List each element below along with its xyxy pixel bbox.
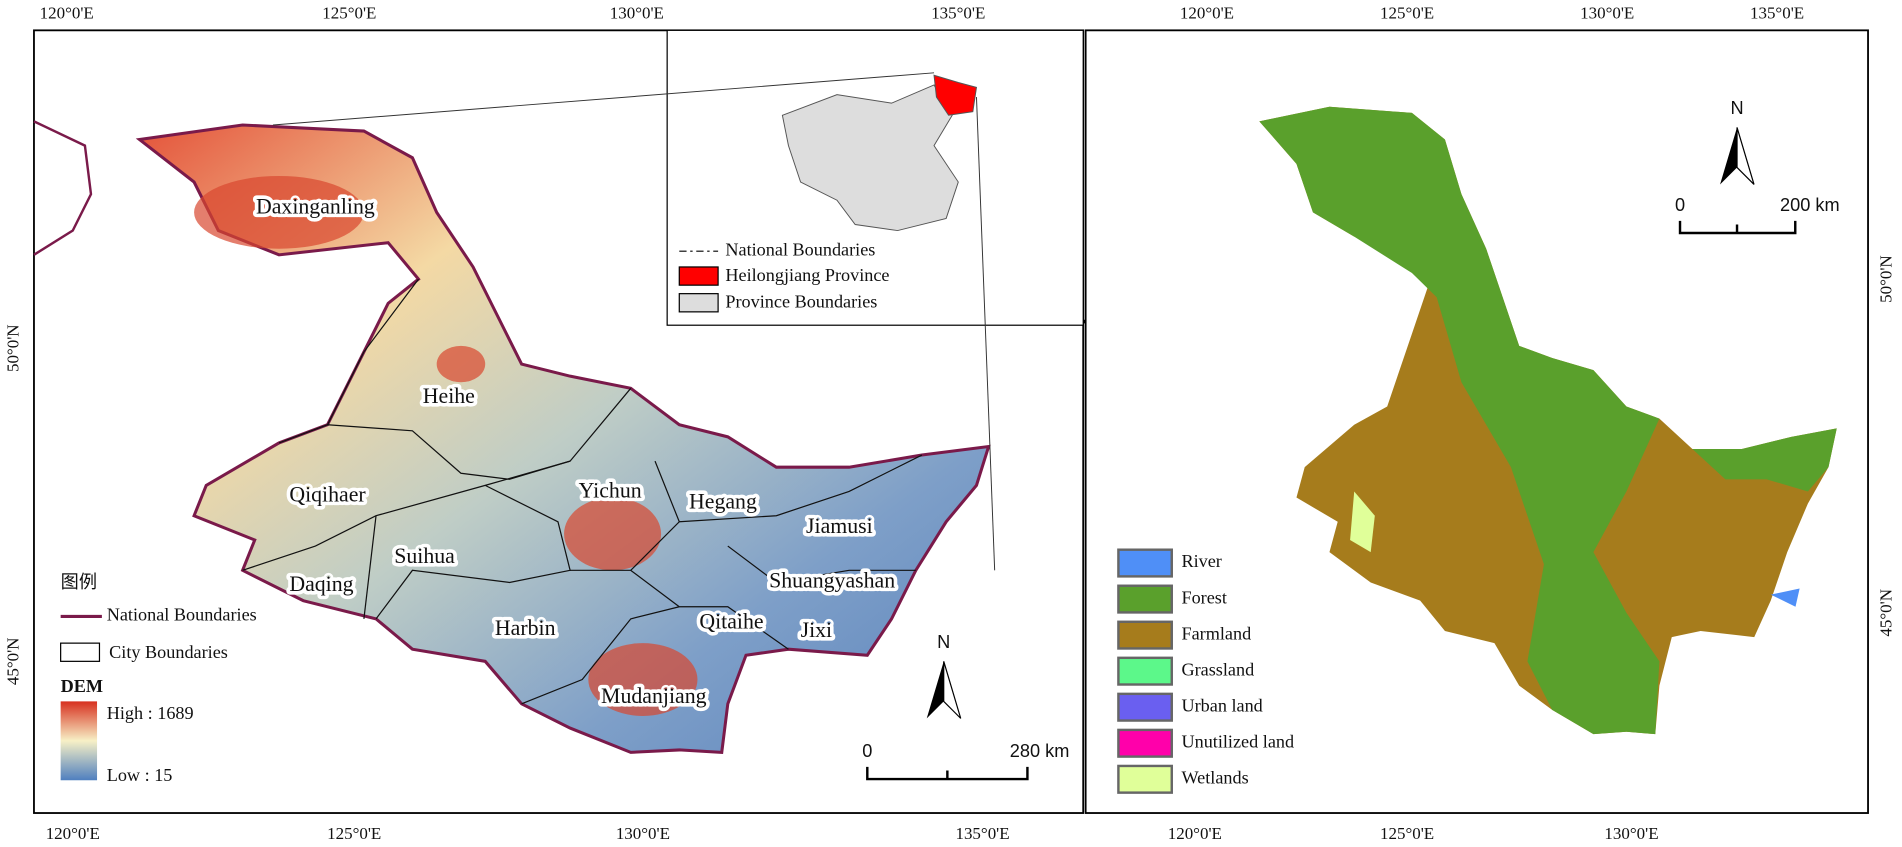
- lon-tick-label: 130°0'E: [1580, 3, 1634, 22]
- city-label: Jixi: [801, 618, 833, 642]
- legend-province-swatch: [678, 266, 719, 286]
- city-label: Jiamusi: [806, 514, 873, 538]
- lat-tick-label: 50°0'N: [1876, 255, 1895, 303]
- legend-label: Unutilized land: [1181, 731, 1294, 751]
- legend-label: Grassland: [1181, 659, 1254, 679]
- right-panel: River Forest Farmland Grassland Urban land Un…: [1084, 3, 1895, 843]
- north-label: N: [1730, 98, 1743, 118]
- city-label: Harbin: [495, 616, 556, 640]
- city-label: Shuangyashan: [769, 568, 895, 592]
- lon-tick-label: 130°0'E: [610, 3, 664, 22]
- river-area: [1770, 588, 1800, 607]
- legend-label: Urban land: [1181, 695, 1262, 715]
- lat-tick-label: 45°0'N: [3, 638, 22, 686]
- china-inset: [781, 84, 959, 232]
- left-panel: National Boundaries Heilongjiang Provinc…: [3, 3, 1092, 843]
- heilongjiang-inset: [933, 74, 978, 116]
- legend-label: River: [1181, 551, 1221, 571]
- neighbour-border: [33, 120, 93, 256]
- lon-tick-label: 125°0'E: [327, 824, 381, 843]
- legend-swatch: [1117, 584, 1173, 614]
- north-arrow: [1736, 127, 1755, 185]
- city-label: Qiqihaer: [289, 482, 366, 506]
- dem-low-label: Low : 15: [107, 765, 173, 785]
- scale-bar: [1678, 220, 1797, 235]
- inset-legend-label: Heilongjiang Province: [725, 265, 889, 285]
- legend-label: City Boundaries: [109, 642, 228, 662]
- scale-label: 0: [862, 741, 872, 761]
- legend-label: Farmland: [1181, 623, 1251, 643]
- legend-swatch: [1117, 656, 1173, 686]
- city-label: Daqing: [289, 572, 353, 596]
- scale-label: 200 km: [1780, 195, 1840, 215]
- lon-tick-label: 120°0'E: [1168, 824, 1222, 843]
- landuse-legend: River Forest Farmland Grassland Urban land Un…: [1117, 548, 1294, 794]
- lon-tick-label: 125°0'E: [1380, 824, 1434, 843]
- city-label: Heihe: [423, 384, 475, 408]
- city-label: Qitaihe: [699, 610, 763, 634]
- scale-label: 0: [1675, 195, 1685, 215]
- inset-legend-label: National Boundaries: [725, 239, 875, 259]
- legend-swatch: [1117, 692, 1173, 722]
- north-arrow: [1720, 127, 1738, 185]
- dem-highlands: [194, 175, 698, 716]
- landuse-map: [1259, 106, 1837, 735]
- legend-swatch: [1117, 764, 1173, 794]
- north-arrow: [926, 661, 944, 719]
- inset-legend-label: Province Boundaries: [725, 292, 877, 312]
- scale-label: 280 km: [1010, 741, 1070, 761]
- city-label: Hegang: [689, 490, 757, 514]
- dem-colorbar: [60, 701, 98, 781]
- north-arrow: [943, 661, 962, 719]
- forest-area: [1259, 106, 1660, 735]
- lat-tick-label: 50°0'N: [3, 324, 22, 372]
- lon-tick-label: 125°0'E: [322, 3, 376, 22]
- lon-tick-label: 135°0'E: [1750, 3, 1804, 22]
- legend-swatch: [1117, 548, 1173, 578]
- lon-tick-label: 125°0'E: [1380, 3, 1434, 22]
- city-label: Yichun: [579, 479, 642, 503]
- scale-bar: [866, 766, 1029, 781]
- legend-dem-title: DEM: [61, 676, 103, 696]
- lon-tick-label: 120°0'E: [40, 3, 94, 22]
- legend-label: National Boundaries: [107, 605, 257, 625]
- legend-boundary-swatch: [678, 293, 719, 313]
- city-boundaries: [242, 278, 923, 705]
- legend-swatch: [1117, 620, 1173, 650]
- lat-tick-label: 45°0'N: [1876, 589, 1895, 637]
- city-label: Suihua: [394, 544, 455, 568]
- north-label: N: [937, 632, 950, 652]
- legend-swatch: [1117, 728, 1173, 758]
- lon-tick-label: 135°0'E: [931, 3, 985, 22]
- inset-connector: [975, 97, 996, 571]
- dem-high-label: High : 1689: [107, 703, 194, 723]
- wetland-area: [1350, 491, 1375, 553]
- lon-tick-label: 135°0'E: [955, 824, 1009, 843]
- legend-label: Wetlands: [1181, 767, 1248, 787]
- legend-label: Forest: [1181, 587, 1226, 607]
- lon-tick-label: 130°0'E: [1604, 824, 1658, 843]
- forest-area: [1692, 428, 1837, 492]
- legend-city-swatch: [60, 642, 101, 662]
- lon-tick-label: 120°0'E: [1180, 3, 1234, 22]
- inset-connector: [272, 72, 935, 126]
- city-label: Mudanjiang: [601, 684, 707, 708]
- legend-title: 图例: [61, 572, 97, 592]
- city-label: Daxinganling: [256, 195, 375, 219]
- lon-tick-label: 130°0'E: [616, 824, 670, 843]
- lon-tick-label: 120°0'E: [46, 824, 100, 843]
